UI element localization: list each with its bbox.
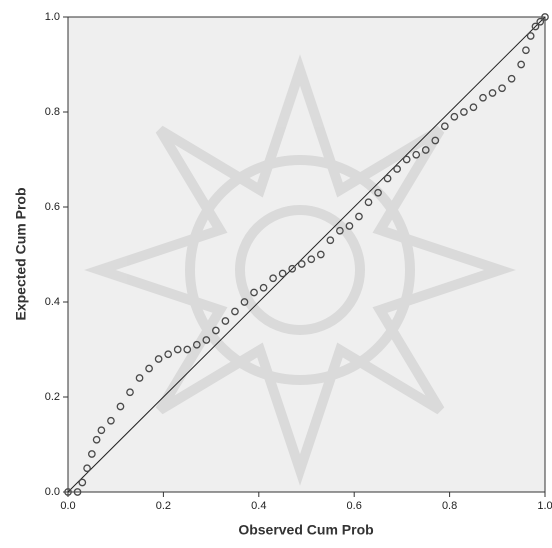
y-tick-label: 0.0 xyxy=(45,486,60,498)
point xyxy=(73,488,82,496)
point xyxy=(498,84,506,93)
point xyxy=(364,198,373,207)
watermark xyxy=(84,54,516,486)
point xyxy=(278,269,287,278)
point xyxy=(383,174,392,183)
point xyxy=(116,402,125,411)
point xyxy=(316,250,325,259)
point xyxy=(83,464,91,473)
point xyxy=(522,46,530,55)
point xyxy=(126,388,134,397)
point xyxy=(135,374,144,382)
point xyxy=(164,350,173,359)
y-tick-label: 0.8 xyxy=(45,106,60,118)
point xyxy=(183,345,192,354)
point xyxy=(259,283,268,292)
point xyxy=(307,255,316,264)
point xyxy=(402,155,411,164)
point xyxy=(107,416,115,425)
point xyxy=(212,326,220,335)
point xyxy=(355,212,363,221)
point xyxy=(393,165,401,173)
x-tick-label: 0.8 xyxy=(442,500,457,512)
point xyxy=(412,150,421,159)
x-axis-title: Observed Cum Prob xyxy=(238,522,373,538)
point xyxy=(64,488,72,496)
point xyxy=(507,74,516,83)
point xyxy=(517,60,526,69)
point xyxy=(78,478,87,487)
reference-line xyxy=(67,16,546,493)
y-tick-label: 0.4 xyxy=(45,296,60,308)
point xyxy=(269,274,277,283)
point xyxy=(526,32,535,40)
point xyxy=(145,364,153,373)
point xyxy=(288,264,297,273)
y-tick-label: 0.6 xyxy=(45,201,60,213)
y-tick-label: 0.2 xyxy=(45,391,60,403)
point xyxy=(240,298,249,306)
point xyxy=(440,122,449,131)
point xyxy=(469,103,478,112)
point xyxy=(326,236,335,245)
point xyxy=(460,108,468,116)
point xyxy=(297,260,306,268)
point xyxy=(250,288,258,297)
y-axis-title: Expected Cum Prob xyxy=(13,187,29,320)
y-tick-label: 1.0 xyxy=(45,11,60,23)
point xyxy=(97,426,106,435)
x-tick-label: 0.2 xyxy=(156,500,171,512)
point xyxy=(541,13,549,21)
point xyxy=(336,226,344,235)
point xyxy=(536,17,545,26)
x-tick-label: 0.6 xyxy=(347,500,362,512)
point xyxy=(345,222,354,230)
point xyxy=(154,355,163,363)
point xyxy=(231,307,239,316)
point xyxy=(488,89,497,97)
point xyxy=(431,136,440,145)
point xyxy=(421,146,430,154)
x-tick-label: 1.0 xyxy=(537,500,552,512)
point xyxy=(202,336,211,344)
point xyxy=(221,317,230,325)
point xyxy=(374,188,382,197)
point xyxy=(173,345,182,354)
x-tick-label: 0.4 xyxy=(251,500,266,512)
point xyxy=(531,22,540,31)
point xyxy=(450,112,459,121)
point xyxy=(92,435,101,444)
point xyxy=(479,93,487,102)
point xyxy=(192,340,201,349)
point xyxy=(88,450,96,458)
x-tick-label: 0.0 xyxy=(60,500,75,512)
